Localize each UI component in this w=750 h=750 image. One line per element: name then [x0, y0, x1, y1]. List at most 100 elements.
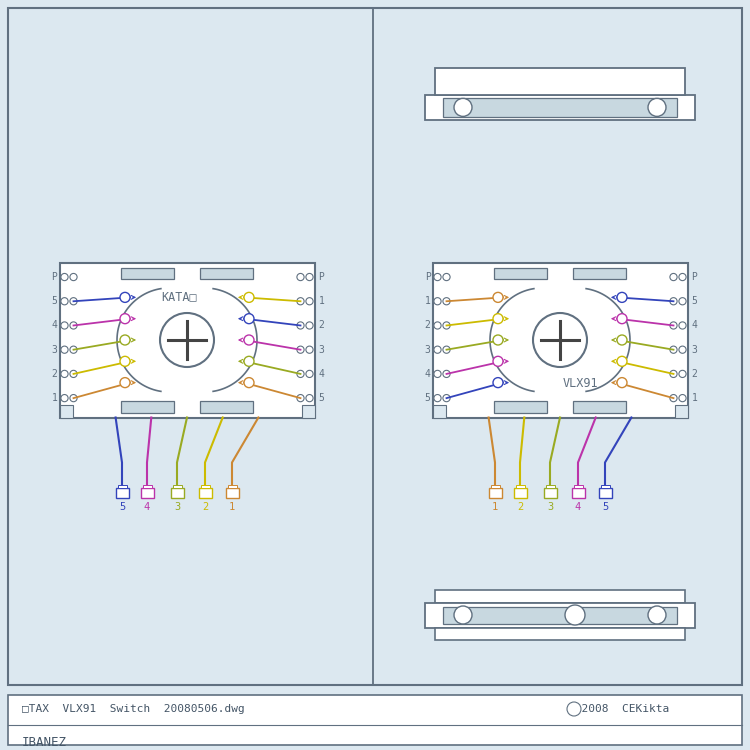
Text: 4: 4: [144, 502, 150, 512]
Circle shape: [120, 292, 130, 302]
Circle shape: [244, 292, 254, 302]
Text: IBANEZ: IBANEZ: [22, 736, 67, 749]
Bar: [425, 602, 695, 628]
Circle shape: [244, 314, 254, 324]
Circle shape: [493, 378, 503, 388]
Circle shape: [443, 322, 450, 329]
Circle shape: [61, 322, 68, 329]
Circle shape: [670, 370, 677, 377]
Bar: [494, 400, 548, 412]
Circle shape: [61, 298, 68, 304]
Bar: [59, 404, 73, 418]
Circle shape: [679, 394, 686, 402]
Circle shape: [70, 394, 77, 402]
Bar: [121, 268, 174, 279]
Bar: [490, 484, 500, 488]
Circle shape: [617, 292, 627, 302]
Bar: [116, 488, 128, 497]
Circle shape: [297, 322, 304, 329]
Circle shape: [670, 274, 677, 280]
Circle shape: [70, 274, 77, 280]
Text: 1: 1: [692, 393, 698, 404]
Circle shape: [61, 370, 68, 377]
Text: © 2008  CEKikta: © 2008 CEKikta: [568, 704, 669, 714]
Bar: [59, 262, 314, 418]
Circle shape: [297, 274, 304, 280]
Text: 4: 4: [424, 369, 430, 379]
Bar: [200, 484, 209, 488]
Circle shape: [533, 313, 587, 367]
Bar: [433, 262, 688, 418]
Circle shape: [70, 298, 77, 304]
Bar: [140, 488, 154, 497]
Circle shape: [434, 346, 441, 353]
Circle shape: [120, 314, 130, 324]
Circle shape: [617, 356, 627, 366]
Bar: [443, 607, 677, 623]
Text: 3: 3: [319, 345, 324, 355]
Bar: [199, 488, 211, 497]
Text: 3: 3: [174, 502, 180, 512]
Bar: [601, 484, 610, 488]
Circle shape: [670, 346, 677, 353]
Circle shape: [648, 606, 666, 624]
Circle shape: [120, 335, 130, 345]
Bar: [435, 590, 685, 602]
Text: 2: 2: [52, 369, 58, 379]
Circle shape: [443, 370, 450, 377]
Circle shape: [493, 356, 503, 366]
Circle shape: [306, 322, 313, 329]
Bar: [545, 484, 554, 488]
Circle shape: [679, 274, 686, 280]
Bar: [574, 484, 583, 488]
Circle shape: [244, 356, 254, 366]
Text: 2: 2: [202, 502, 208, 512]
Circle shape: [434, 274, 441, 280]
Bar: [302, 404, 314, 418]
Circle shape: [617, 335, 627, 345]
Bar: [435, 68, 685, 95]
Text: 1: 1: [424, 296, 430, 306]
Circle shape: [434, 298, 441, 304]
Text: P: P: [52, 272, 58, 282]
Bar: [227, 484, 236, 488]
Text: 1: 1: [492, 502, 498, 512]
Bar: [118, 484, 127, 488]
Text: 1: 1: [52, 393, 58, 404]
Text: 4: 4: [692, 320, 698, 331]
Text: 1: 1: [319, 296, 324, 306]
Circle shape: [297, 298, 304, 304]
Circle shape: [679, 322, 686, 329]
Circle shape: [648, 98, 666, 116]
Text: VLX91: VLX91: [562, 377, 598, 390]
Bar: [200, 400, 254, 412]
Text: 2: 2: [517, 502, 524, 512]
Text: 1: 1: [229, 502, 236, 512]
Text: P: P: [319, 272, 324, 282]
Bar: [200, 268, 254, 279]
Circle shape: [443, 346, 450, 353]
Circle shape: [306, 394, 313, 402]
Circle shape: [434, 322, 441, 329]
Circle shape: [670, 298, 677, 304]
Text: 5: 5: [692, 296, 698, 306]
Bar: [443, 98, 677, 117]
Bar: [494, 268, 548, 279]
Bar: [121, 400, 174, 412]
Bar: [425, 95, 695, 120]
Circle shape: [70, 346, 77, 353]
Circle shape: [297, 394, 304, 402]
Bar: [674, 404, 688, 418]
Circle shape: [297, 346, 304, 353]
Text: P: P: [692, 272, 698, 282]
Circle shape: [70, 370, 77, 377]
Bar: [170, 488, 184, 497]
Circle shape: [434, 370, 441, 377]
Circle shape: [493, 292, 503, 302]
Text: 3: 3: [424, 345, 430, 355]
Circle shape: [454, 98, 472, 116]
Circle shape: [434, 394, 441, 402]
Text: 3: 3: [692, 345, 698, 355]
Circle shape: [120, 356, 130, 366]
Circle shape: [61, 394, 68, 402]
